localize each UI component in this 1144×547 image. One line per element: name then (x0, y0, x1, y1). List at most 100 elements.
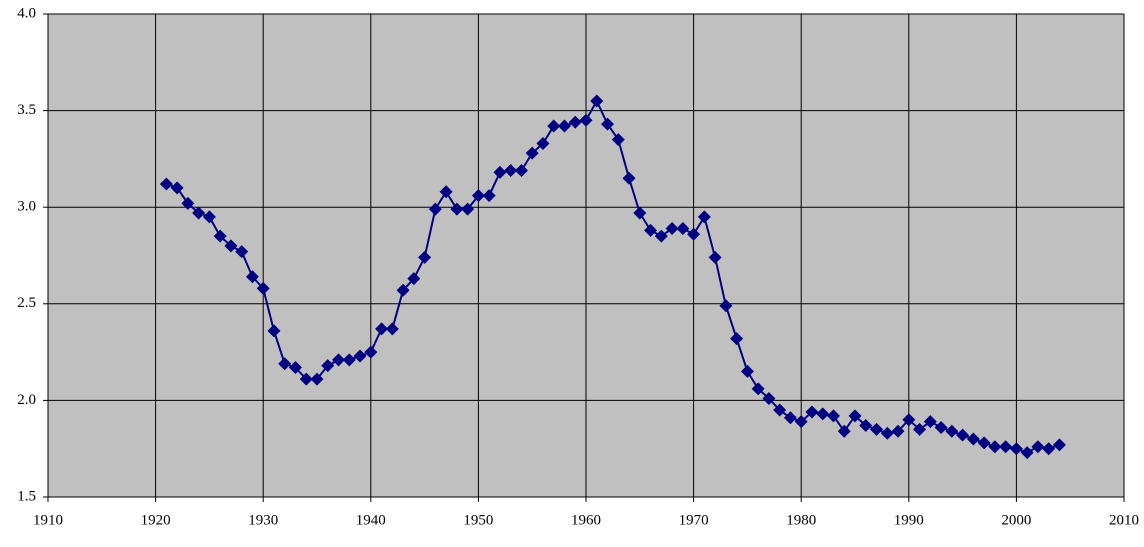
marker (966, 432, 980, 446)
marker (353, 349, 367, 363)
marker (181, 196, 195, 210)
marker (1009, 442, 1023, 456)
marker (719, 299, 733, 313)
marker (773, 403, 787, 417)
x-tick-label: 2000 (1001, 512, 1031, 528)
marker (568, 115, 582, 129)
marker (364, 345, 378, 359)
marker (278, 357, 292, 371)
marker (805, 405, 819, 419)
marker (439, 185, 453, 199)
y-tick-label: 2.0 (17, 392, 36, 408)
y-tick-label: 3.5 (17, 102, 36, 118)
x-tick-label: 1940 (356, 512, 386, 528)
marker (299, 372, 313, 386)
marker (665, 221, 679, 235)
marker (826, 409, 840, 423)
y-tick-label: 4.0 (17, 5, 36, 21)
marker (213, 229, 227, 243)
marker (482, 189, 496, 203)
marker (923, 415, 937, 429)
marker (192, 206, 206, 220)
marker (891, 424, 905, 438)
marker (687, 227, 701, 241)
marker (170, 181, 184, 195)
marker (342, 353, 356, 367)
marker (880, 426, 894, 440)
marker (375, 322, 389, 336)
y-tick-label: 3.0 (17, 199, 36, 215)
x-tick-label: 1920 (141, 512, 171, 528)
x-tick-label: 1950 (463, 512, 493, 528)
marker (1031, 440, 1045, 454)
marker (267, 324, 281, 338)
x-tick-label: 1930 (248, 512, 278, 528)
marker (956, 428, 970, 442)
marker (870, 422, 884, 436)
marker (493, 165, 507, 179)
marker (202, 210, 216, 224)
x-tick-label: 1980 (786, 512, 816, 528)
marker (977, 436, 991, 450)
marker (1042, 442, 1056, 456)
marker (988, 440, 1002, 454)
marker (934, 420, 948, 434)
marker (407, 272, 421, 286)
marker (730, 332, 744, 346)
x-tick-label: 1990 (894, 512, 924, 528)
marker (1020, 446, 1034, 460)
marker (471, 189, 485, 203)
x-tick-label: 1960 (571, 512, 601, 528)
marker (504, 163, 518, 177)
marker (332, 353, 346, 367)
y-tick-label: 2.5 (17, 295, 36, 311)
marker (654, 229, 668, 243)
marker (224, 239, 238, 253)
marker (902, 413, 916, 427)
marker (288, 361, 302, 375)
marker (622, 171, 636, 185)
marker (310, 372, 324, 386)
marker (794, 415, 808, 429)
marker (740, 364, 754, 378)
marker (848, 409, 862, 423)
marker (385, 322, 399, 336)
marker (697, 210, 711, 224)
marker (1052, 438, 1066, 452)
marker (913, 422, 927, 436)
marker (514, 163, 528, 177)
marker (945, 424, 959, 438)
marker (396, 283, 410, 297)
marker (783, 411, 797, 425)
marker (256, 281, 270, 295)
marker (579, 113, 593, 127)
marker (557, 119, 571, 133)
x-tick-label: 1910 (33, 512, 63, 528)
marker (644, 223, 658, 237)
marker (676, 221, 690, 235)
marker (837, 424, 851, 438)
x-tick-label: 1970 (679, 512, 709, 528)
marker (611, 133, 625, 147)
marker (428, 202, 442, 216)
marker (245, 270, 259, 284)
marker (450, 202, 464, 216)
marker (235, 245, 249, 259)
marker (762, 391, 776, 405)
marker (633, 206, 647, 220)
marker (708, 250, 722, 264)
marker (536, 136, 550, 150)
marker (816, 407, 830, 421)
marker (321, 359, 335, 373)
x-tick-label: 2010 (1109, 512, 1139, 528)
marker (590, 94, 604, 108)
marker (859, 419, 873, 433)
marker (461, 202, 475, 216)
marker (159, 177, 173, 191)
marker (751, 382, 765, 396)
marker (525, 146, 539, 160)
marker (999, 440, 1013, 454)
marker (547, 119, 561, 133)
